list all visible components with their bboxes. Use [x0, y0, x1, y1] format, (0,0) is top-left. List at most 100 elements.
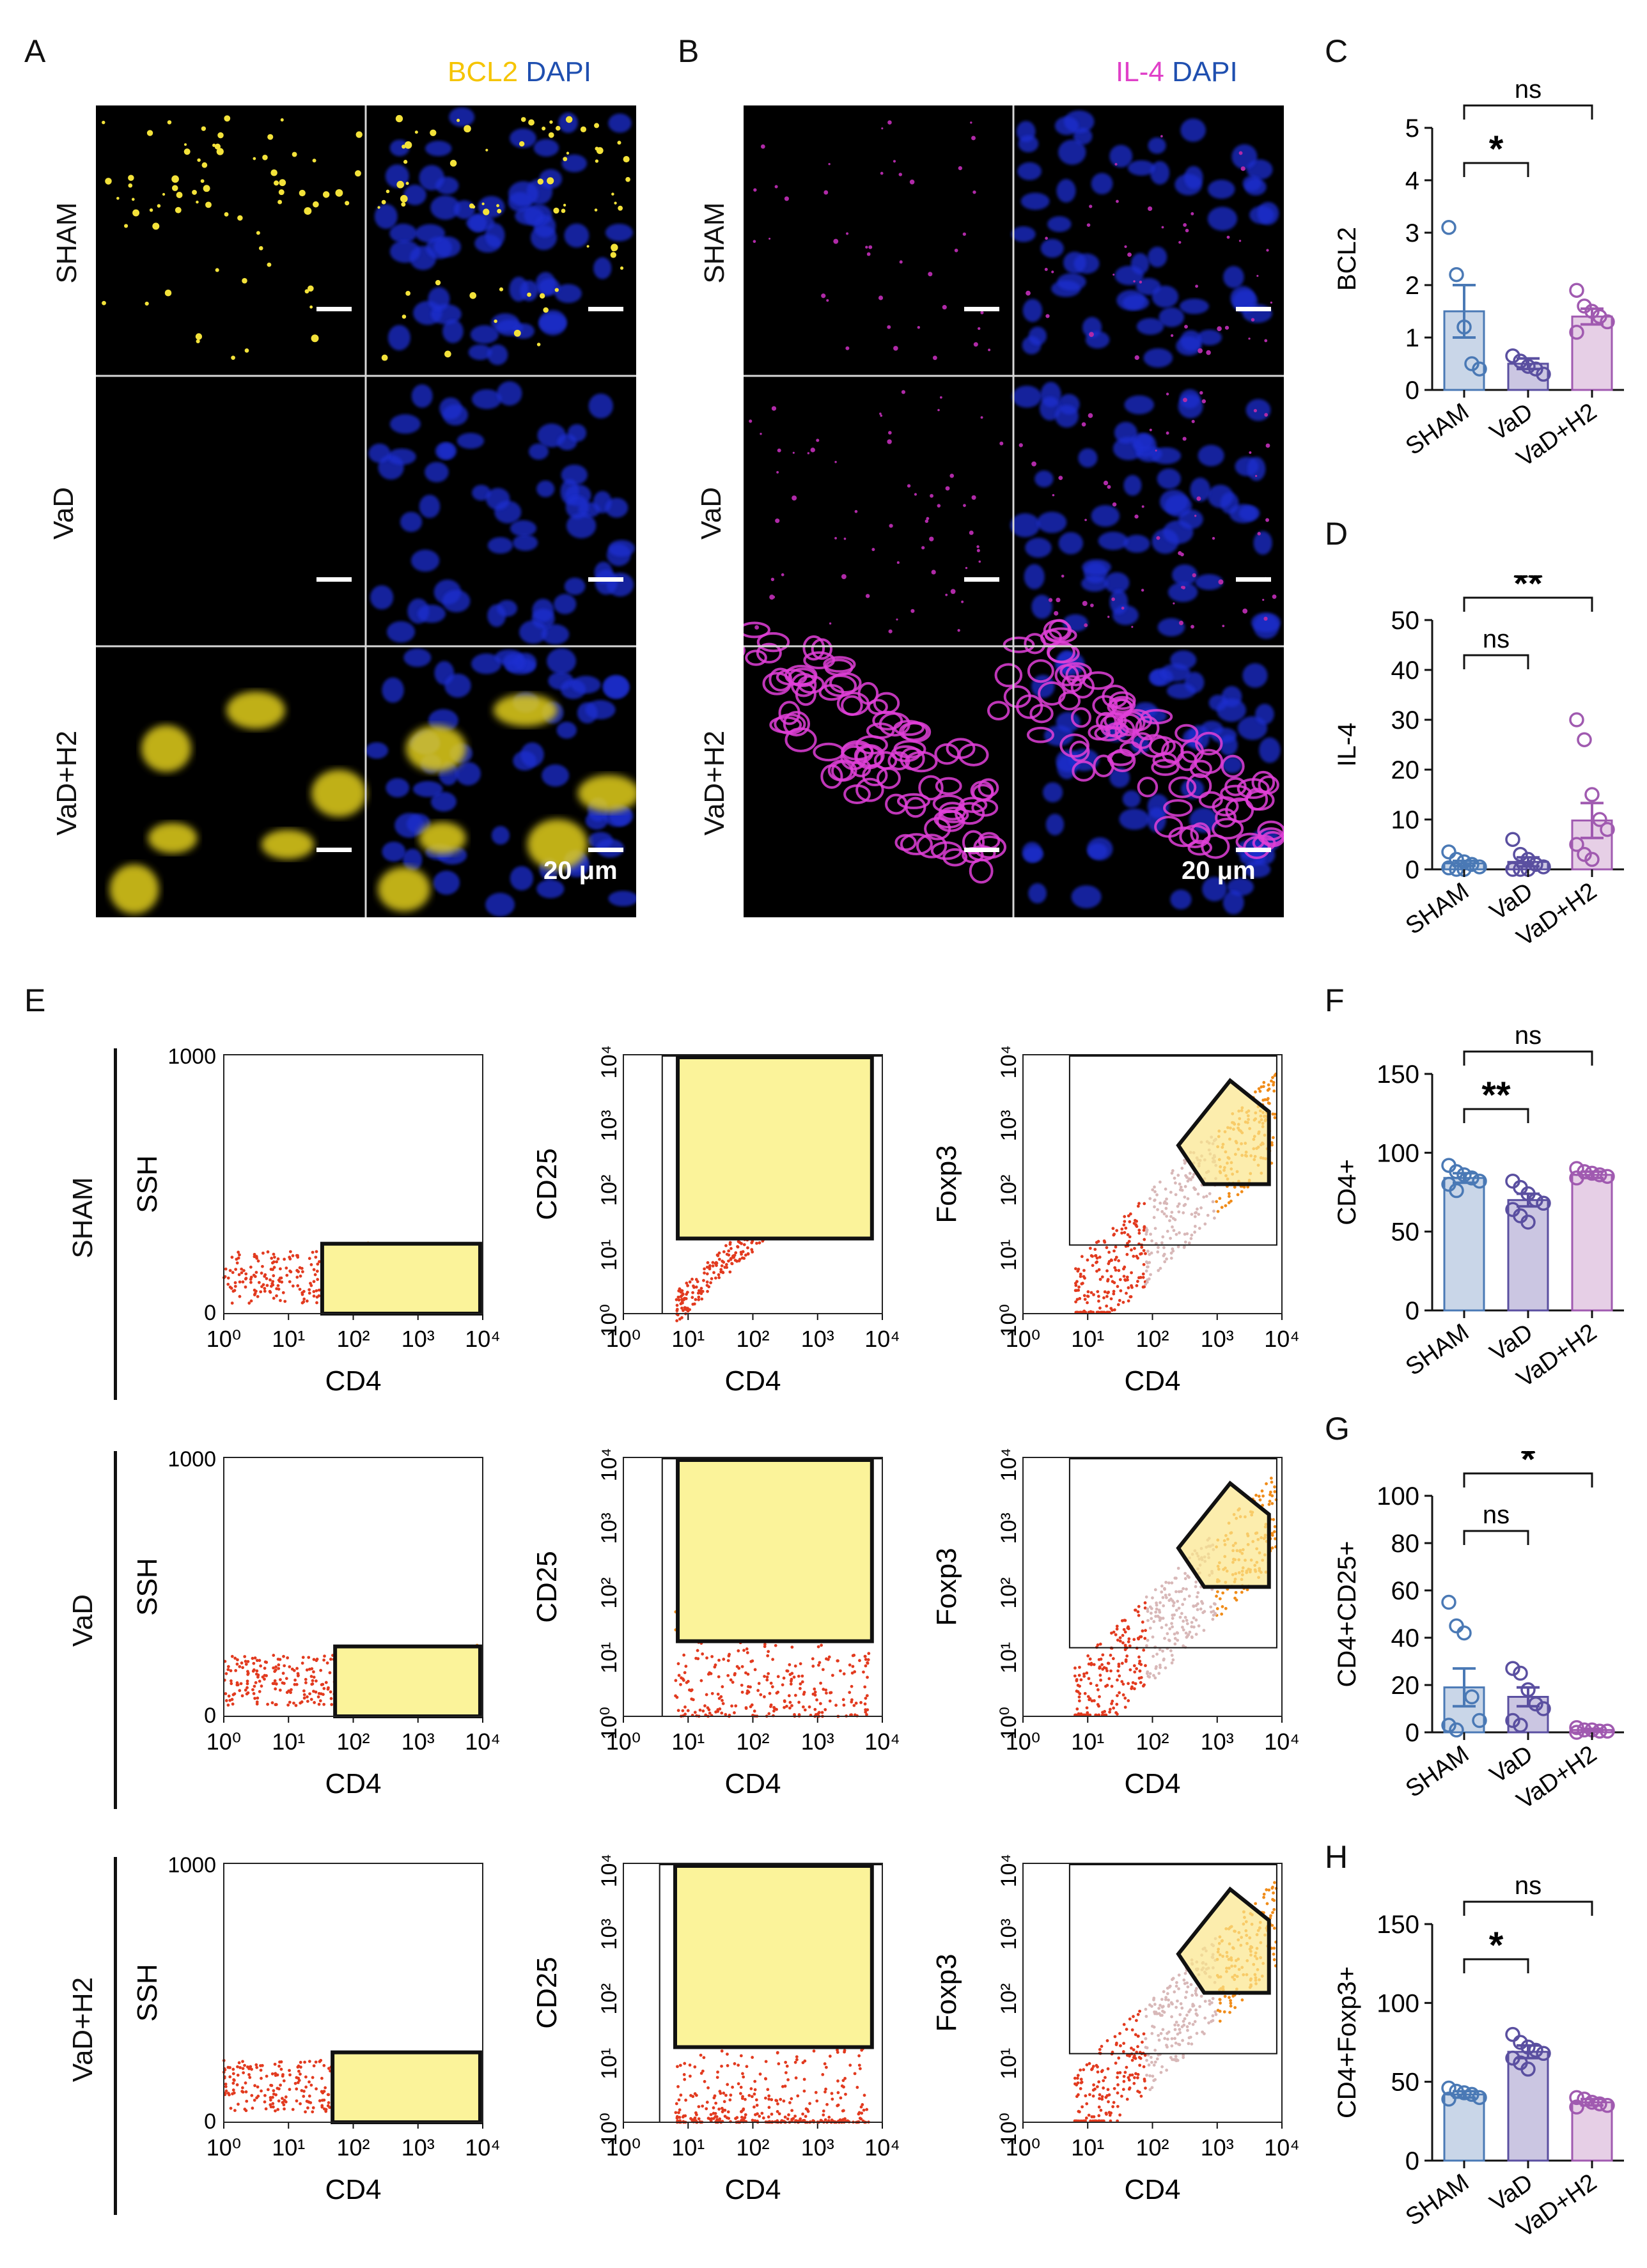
dapi-nucleus: [1028, 327, 1047, 346]
dapi-nucleus: [519, 620, 547, 644]
flow-x-tick: 10²: [336, 1728, 370, 1755]
bcl2-puncta: [176, 192, 183, 198]
gate: [676, 1458, 874, 1643]
dapi-nucleus: [428, 287, 450, 311]
il4-puncta: [1185, 228, 1189, 233]
bcl2-puncta: [355, 131, 363, 138]
y-tick-label: 100: [1377, 1482, 1419, 1511]
dapi-nucleus: [1167, 582, 1198, 602]
data-point: [1505, 2050, 1520, 2066]
il4-puncta: [976, 545, 980, 548]
bcl2-puncta: [201, 126, 207, 131]
flow-x-tick: 10³: [1201, 2134, 1234, 2161]
panel-label-f: F: [1325, 983, 1345, 1018]
y-tick-label: 100: [1377, 1989, 1419, 2017]
dapi-nucleus: [520, 742, 544, 767]
dapi-nucleus: [1109, 767, 1130, 788]
data-point: [1441, 2092, 1456, 2107]
flow-y-tick: 10²: [597, 1175, 621, 1206]
il4-puncta: [1265, 518, 1270, 522]
bcl2-cluster: [405, 725, 467, 772]
dapi-nucleus: [1109, 144, 1133, 168]
flow-x-tick: 10³: [801, 2134, 834, 2161]
il4-puncta: [1026, 290, 1031, 296]
flow-plot-sham-cd25: CD4 CD25 10⁰ 10¹ 10² 10³ 10⁴ 10⁴ 10³ 10² 10¹ 10⁰: [531, 1045, 900, 1397]
il4-puncta: [1112, 502, 1117, 507]
il4-cell: [756, 642, 782, 664]
flow-y-tick: 0: [204, 1301, 216, 1325]
data-point: [1449, 1722, 1464, 1738]
il4-cell: [942, 848, 968, 867]
bcl2-puncta: [563, 203, 566, 207]
dapi-nucleus: [1170, 650, 1197, 670]
il4-puncta: [930, 493, 933, 498]
data-point: [1449, 862, 1464, 877]
il4-puncta: [899, 260, 903, 264]
flow-y-label: Foxp3: [931, 1548, 962, 1626]
il4-cell: [887, 751, 910, 771]
il4-puncta: [792, 451, 795, 454]
il4-cell: [855, 745, 884, 770]
bcl2-puncta: [307, 285, 314, 292]
flow-row-label-vad: VaD: [67, 1594, 98, 1647]
bcl2-puncta: [595, 159, 599, 163]
il4-puncta: [824, 190, 829, 195]
il4-cell: [744, 621, 770, 639]
il4-cell: [803, 651, 836, 669]
dapi-nucleus: [1031, 594, 1052, 619]
dapi-nucleus: [485, 892, 515, 917]
dapi-nucleus: [608, 540, 635, 557]
x-tick-label: SHAM: [1401, 1741, 1474, 1803]
il4-puncta: [887, 325, 891, 329]
bcl2-puncta: [402, 315, 407, 319]
il4-cell: [1261, 831, 1284, 848]
flow-y-tick: 10⁰: [997, 1707, 1021, 1739]
gate-fill: [332, 2052, 480, 2122]
il4-puncta: [1139, 281, 1143, 284]
flow-x-tick: 10⁰: [207, 1728, 241, 1755]
il4-cell: [1027, 659, 1054, 683]
dapi-nucleus: [1124, 395, 1154, 415]
data-point: [1441, 1594, 1456, 1610]
dapi-nucleus: [538, 309, 567, 336]
data-point: [1536, 859, 1551, 874]
il4-cell: [1139, 734, 1169, 758]
dapi-nucleus: [444, 673, 471, 698]
il4-puncta: [1257, 532, 1261, 536]
il4-puncta: [1134, 514, 1139, 519]
il4-puncta: [834, 461, 837, 463]
bcl2-puncta: [203, 185, 210, 192]
data-point: [1584, 2094, 1600, 2110]
dapi-nucleus: [1257, 201, 1279, 225]
il4-cell: [1092, 695, 1118, 716]
dapi-nucleus: [487, 537, 513, 554]
il4-puncta: [896, 618, 898, 621]
dapi-nucleus: [433, 871, 460, 895]
flow-y-tick: 10²: [997, 1175, 1021, 1206]
il4-cell: [1237, 778, 1270, 799]
il4-puncta: [1149, 428, 1152, 431]
il4-puncta: [970, 121, 972, 124]
il4-puncta: [1199, 391, 1203, 395]
dapi-nucleus: [435, 442, 455, 460]
dapi-nucleus: [508, 181, 538, 206]
data-point: [1472, 2090, 1487, 2106]
il4-puncta: [921, 546, 925, 550]
bcl2-puncta: [539, 293, 545, 299]
bar: [1507, 2051, 1549, 2162]
bcl2-puncta: [617, 141, 621, 145]
bcl2-puncta: [553, 207, 559, 214]
y-tick-label: 150: [1377, 1911, 1419, 1939]
gate-outer: [1068, 1458, 1277, 1649]
bcl2-puncta: [565, 116, 573, 123]
group-bracket-sham: [114, 1048, 117, 1400]
dapi-nucleus: [1159, 307, 1185, 327]
dapi-nucleus: [1040, 238, 1064, 258]
data-point: [1577, 2092, 1592, 2107]
bcl2-puncta: [625, 176, 630, 182]
dapi-nucleus: [374, 204, 398, 229]
dapi-nucleus: [1207, 485, 1233, 508]
il4-cell: [962, 830, 985, 855]
